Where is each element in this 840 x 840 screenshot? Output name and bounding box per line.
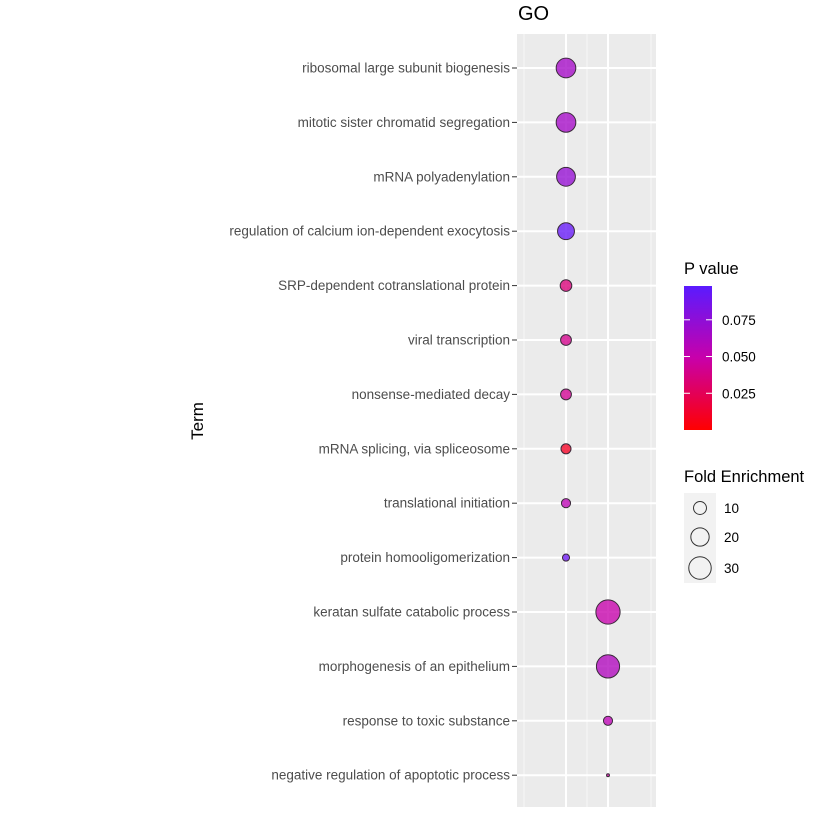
term-bubble bbox=[606, 773, 610, 778]
color-legend-label: 0.025 bbox=[722, 386, 756, 401]
term-bubble bbox=[559, 279, 573, 292]
term-bubble bbox=[557, 222, 575, 241]
term-label: SRP-dependent cotranslational protein bbox=[278, 278, 510, 293]
term-bubble bbox=[595, 654, 621, 679]
term-label: translational initiation bbox=[384, 496, 510, 511]
p-value-legend: P value 0.025 0.050 0.075 bbox=[684, 260, 756, 430]
size-legend-circle bbox=[693, 501, 707, 515]
term-bubble bbox=[561, 553, 571, 562]
term-bubble bbox=[556, 166, 576, 187]
term-label: mitotic sister chromatid segregation bbox=[298, 115, 510, 130]
term-labels: ribosomal large subunit biogenesis mitoti… bbox=[229, 61, 517, 783]
y-axis-title: Term bbox=[188, 402, 207, 440]
term-bubble bbox=[560, 334, 572, 346]
size-legend-circle bbox=[688, 556, 712, 580]
color-legend-label: 0.075 bbox=[722, 313, 756, 328]
term-label: response to toxic substance bbox=[343, 713, 510, 728]
plot-panel bbox=[517, 34, 656, 807]
term-label: negative regulation of apoptotic process bbox=[271, 768, 510, 783]
size-legend-circle bbox=[690, 527, 710, 547]
size-legend-label: 30 bbox=[724, 561, 739, 576]
bubble-points bbox=[555, 57, 621, 778]
term-label: keratan sulfate catabolic process bbox=[313, 605, 510, 620]
term-label: regulation of calcium ion-dependent exoc… bbox=[229, 224, 510, 239]
size-legend-label: 20 bbox=[724, 530, 739, 545]
color-gradient-bar bbox=[684, 286, 712, 430]
term-bubble bbox=[560, 388, 572, 401]
term-bubble bbox=[555, 112, 577, 133]
color-legend-label: 0.050 bbox=[722, 350, 756, 365]
term-label: protein homooligomerization bbox=[340, 550, 510, 565]
term-label: nonsense-mediated decay bbox=[352, 387, 511, 402]
term-bubble bbox=[602, 715, 614, 726]
size-legend-title: Fold Enrichment bbox=[684, 468, 805, 486]
term-label: viral transcription bbox=[408, 333, 510, 348]
fold-enrichment-legend: Fold Enrichment 10 20 30 bbox=[684, 468, 805, 583]
term-label: ribosomal large subunit biogenesis bbox=[302, 61, 510, 76]
term-bubble bbox=[595, 599, 621, 625]
term-label: mRNA splicing, via spliceosome bbox=[319, 441, 510, 456]
size-legend-key-background bbox=[684, 493, 716, 583]
term-label: mRNA polyadenylation bbox=[373, 169, 510, 184]
term-bubble bbox=[555, 57, 577, 79]
color-legend-title: P value bbox=[684, 260, 739, 278]
term-bubble bbox=[560, 443, 572, 455]
chart-title: GO bbox=[518, 3, 549, 25]
term-label: morphogenesis of an epithelium bbox=[319, 659, 510, 674]
term-bubble bbox=[560, 498, 572, 509]
size-legend-label: 10 bbox=[724, 501, 739, 516]
